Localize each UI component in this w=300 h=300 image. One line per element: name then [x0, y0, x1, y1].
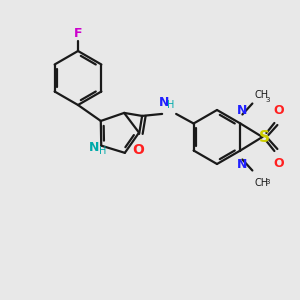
- Text: 3: 3: [266, 97, 270, 103]
- Text: O: O: [273, 104, 284, 117]
- Text: 3: 3: [266, 179, 270, 185]
- Text: S: S: [259, 130, 270, 145]
- Text: O: O: [273, 157, 284, 170]
- Text: H: H: [167, 100, 175, 110]
- Text: N: N: [159, 96, 169, 109]
- Text: N: N: [89, 141, 99, 154]
- Text: CH: CH: [254, 178, 268, 188]
- Text: CH: CH: [254, 89, 268, 100]
- Text: O: O: [132, 143, 144, 157]
- Text: N: N: [237, 103, 248, 116]
- Text: F: F: [74, 27, 82, 40]
- Text: N: N: [237, 158, 248, 170]
- Text: H: H: [98, 146, 106, 156]
